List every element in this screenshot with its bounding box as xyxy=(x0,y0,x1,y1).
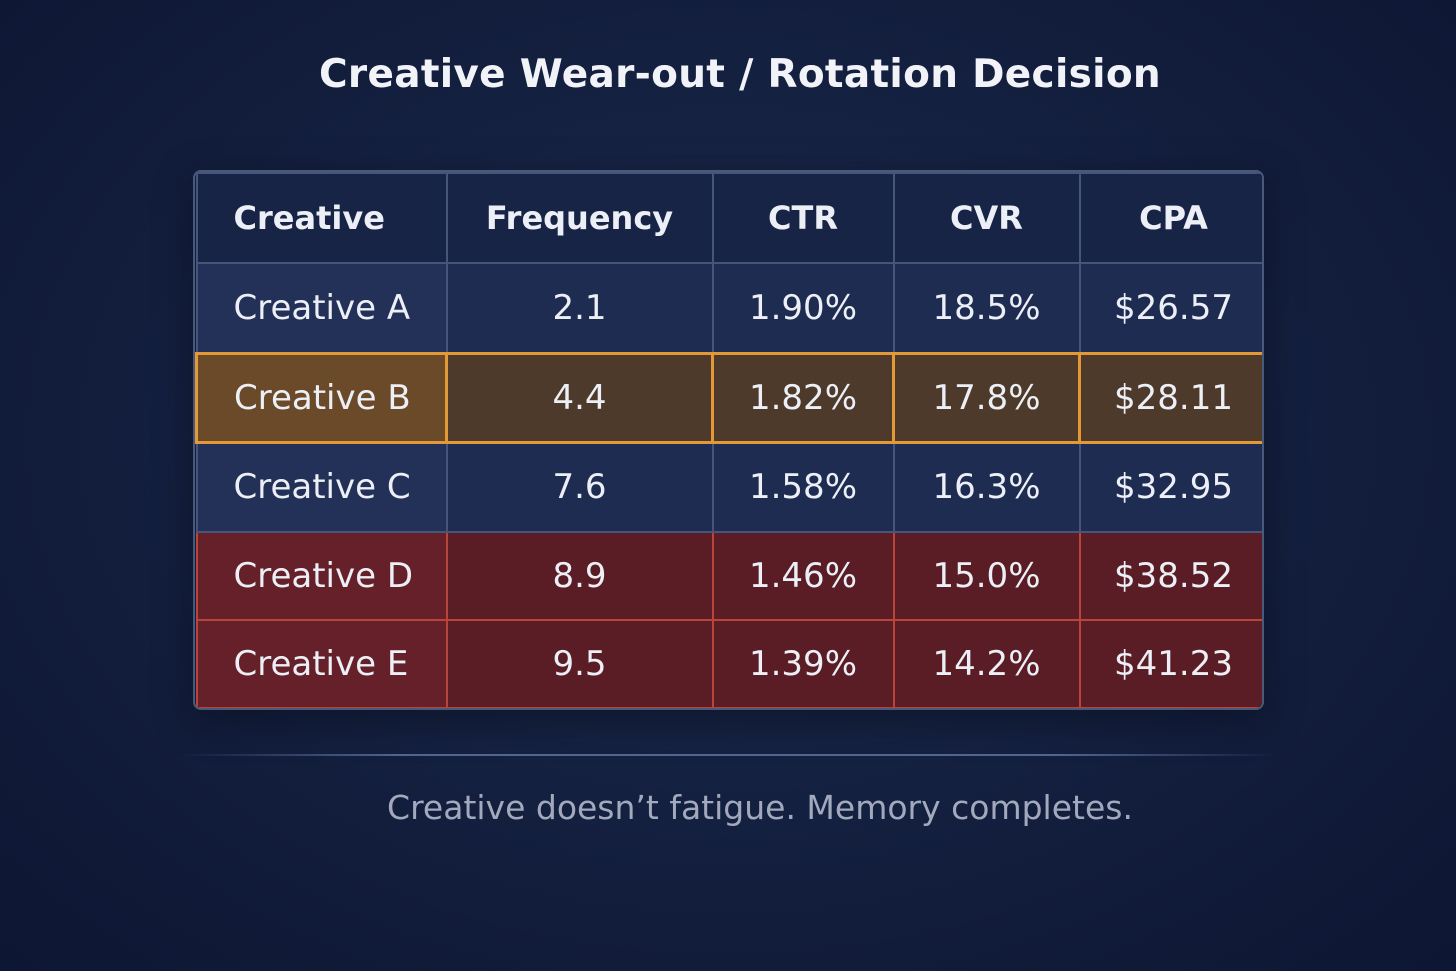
cell-creative: Creative A xyxy=(195,262,448,354)
table-row-creative-d: Creative D 8.9 1.46% 15.0% $38.52 xyxy=(195,531,1262,621)
cell-cvr: 14.2% xyxy=(892,619,1081,708)
cell-cpa: $32.95 xyxy=(1078,441,1262,533)
table-row-creative-e: Creative E 9.5 1.39% 14.2% $41.23 xyxy=(195,619,1262,708)
header-ctr: CTR xyxy=(711,172,895,264)
cell-frequency: 7.6 xyxy=(445,441,714,533)
caption: Creative doesn’t fatigue. Memory complet… xyxy=(387,788,1133,827)
cell-cpa: $26.57 xyxy=(1078,262,1262,354)
cell-ctr: 1.46% xyxy=(711,531,895,621)
cell-creative: Creative B xyxy=(195,351,448,444)
header-cpa: CPA xyxy=(1078,172,1262,264)
cell-cvr: 18.5% xyxy=(892,262,1081,354)
cell-cvr: 17.8% xyxy=(892,351,1081,444)
table-row-creative-a: Creative A 2.1 1.90% 18.5% $26.57 xyxy=(195,262,1262,354)
cell-ctr: 1.90% xyxy=(711,262,895,354)
header-frequency: Frequency xyxy=(445,172,714,264)
cell-cvr: 16.3% xyxy=(892,441,1081,533)
header-row: Creative Frequency CTR CVR CPA xyxy=(195,172,1262,264)
header-cvr: CVR xyxy=(892,172,1081,264)
cell-ctr: 1.58% xyxy=(711,441,895,533)
cell-frequency: 2.1 xyxy=(445,262,714,354)
cell-cvr: 15.0% xyxy=(892,531,1081,621)
table-row-creative-b: Creative B 4.4 1.82% 17.8% $28.11 xyxy=(195,351,1262,444)
page-title: Creative Wear-out / Rotation Decision xyxy=(319,52,1161,97)
cell-cpa: $28.11 xyxy=(1078,351,1262,444)
cell-frequency: 4.4 xyxy=(445,351,714,444)
table-row-creative-c: Creative C 7.6 1.58% 16.3% $32.95 xyxy=(195,441,1262,533)
divider xyxy=(180,754,1280,756)
cell-creative: Creative D xyxy=(195,531,448,621)
cell-ctr: 1.39% xyxy=(711,619,895,708)
cell-frequency: 8.9 xyxy=(445,531,714,621)
cell-creative: Creative E xyxy=(195,619,448,708)
cell-frequency: 9.5 xyxy=(445,619,714,708)
cell-cpa: $38.52 xyxy=(1078,531,1262,621)
cell-cpa: $41.23 xyxy=(1078,619,1262,708)
wearout-table: Creative Frequency CTR CVR CPA Creative … xyxy=(193,170,1264,710)
cell-creative: Creative C xyxy=(195,441,448,533)
data-table: Creative Frequency CTR CVR CPA Creative … xyxy=(195,172,1262,708)
cell-ctr: 1.82% xyxy=(711,351,895,444)
header-creative: Creative xyxy=(195,172,448,264)
